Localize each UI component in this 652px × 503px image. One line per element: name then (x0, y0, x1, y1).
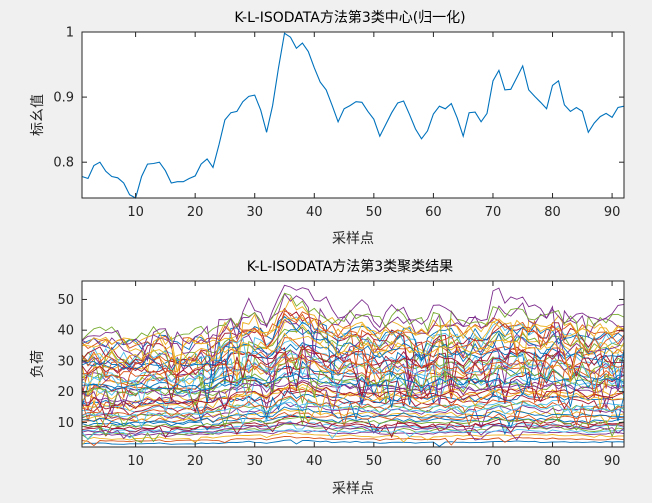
chart2-axes-box (81, 280, 625, 448)
cluster-series-line (81, 422, 625, 440)
cluster-series-line (81, 342, 625, 405)
chart1-x-tick-label: 90 (604, 205, 621, 220)
chart2-x-ticks: 10 20 30 40 50 60 70 80 90 (127, 281, 620, 469)
chart1-series (81, 32, 625, 199)
chart2-x-tick-label: 50 (366, 454, 383, 469)
chart1-x-tick-label: 60 (425, 205, 442, 220)
cluster-series-line (81, 381, 625, 421)
chart1-x-tick-label: 70 (485, 205, 502, 220)
cluster-series-line (81, 307, 625, 384)
cluster-series-line (81, 402, 625, 430)
chart1-x-tick-label: 30 (246, 205, 263, 220)
chart2-x-tick-label: 30 (246, 454, 263, 469)
chart2-title: K-L-ISODATA方法第3类聚类结果 (247, 258, 453, 275)
cluster-series-line (81, 373, 625, 408)
chart1-title: K-L-ISODATA方法第3类中心(归一化) (234, 9, 465, 26)
cluster-series-line (81, 395, 624, 429)
chart1-x-tick-label: 10 (127, 205, 144, 220)
chart1-x-ticks: 10 20 30 40 50 60 70 80 90 (127, 32, 620, 220)
cluster-series-line (81, 431, 624, 445)
chart2-y-ticks: 10 20 30 40 50 (57, 293, 624, 431)
cluster-series-line (81, 435, 625, 447)
chart2-x-tick-label: 70 (485, 454, 502, 469)
chart2-y-label: 负荷 (30, 350, 46, 378)
chart1-x-label: 采样点 (332, 231, 374, 247)
chart1-y-label: 标幺值 (30, 94, 46, 136)
chart1-axes-box (81, 31, 625, 199)
cluster-series-line (81, 371, 625, 411)
cluster-series-line (81, 352, 625, 398)
chart2-y-tick-label: 30 (57, 354, 74, 369)
chart2-x-tick-label: 90 (604, 454, 621, 469)
cluster-series-line (81, 292, 625, 382)
chart1-x-tick-label: 20 (187, 205, 204, 220)
cluster-series-line (82, 357, 625, 409)
cluster-series-line (81, 439, 625, 447)
cluster-series-line (81, 345, 625, 401)
chart1-y-tick-label: 1 (66, 26, 74, 41)
center-series-line (81, 32, 625, 199)
chart2-x-tick-label: 10 (127, 454, 144, 469)
chart1-x-tick-label: 50 (366, 205, 383, 220)
chart-clusters: K-L-ISODATA方法第3类聚类结果 10 20 30 40 50 60 70 80 90 … (30, 258, 625, 497)
chart1-y-tick-label: 0.9 (53, 91, 74, 106)
chart1-y-ticks: 0.8 0.9 1 (53, 26, 624, 171)
cluster-series-line (81, 406, 625, 429)
cluster-series-line (81, 375, 625, 405)
cluster-series-line (81, 430, 625, 441)
chart2-y-tick-label: 50 (57, 293, 74, 308)
chart1-x-tick-label: 80 (544, 205, 561, 220)
chart2-x-tick-label: 60 (425, 454, 442, 469)
chart2-x-tick-label: 40 (306, 454, 323, 469)
chart1-plot-area (82, 32, 624, 198)
cluster-series-line (81, 414, 625, 436)
chart2-y-tick-label: 40 (57, 324, 74, 339)
chart-center: K-L-ISODATA方法第3类中心(归一化) 10 20 30 40 50 60 70 80… (30, 9, 625, 247)
cluster-series-line (81, 296, 625, 381)
cluster-series-line (81, 353, 625, 407)
cluster-series-line (81, 415, 625, 438)
cluster-series-line (81, 420, 625, 435)
cluster-series-line (81, 329, 625, 389)
chart2-y-tick-label: 10 (57, 416, 74, 431)
chart2-series (81, 284, 625, 447)
chart2-x-tick-label: 80 (544, 454, 561, 469)
cluster-series-line (81, 317, 625, 373)
cluster-series-line (81, 332, 625, 383)
chart1-x-tick-label: 40 (306, 205, 323, 220)
cluster-series-line (81, 344, 625, 396)
cluster-series-line (81, 397, 625, 423)
chart2-x-label: 采样点 (332, 481, 374, 497)
cluster-series-line (81, 401, 625, 429)
cluster-series-line (81, 284, 625, 366)
cluster-series-line (81, 428, 625, 441)
chart2-y-tick-label: 20 (57, 385, 74, 400)
chart2-x-tick-label: 20 (187, 454, 204, 469)
chart1-y-tick-label: 0.8 (53, 156, 74, 171)
